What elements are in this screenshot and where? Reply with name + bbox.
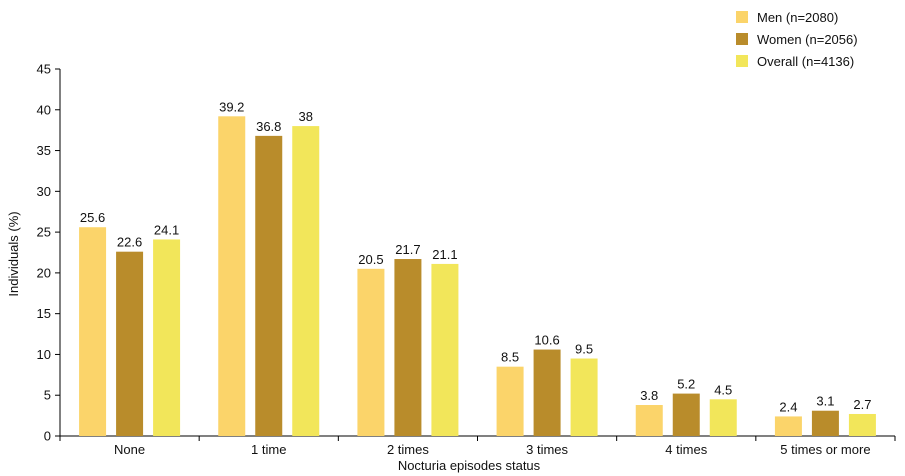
- bar: [496, 366, 524, 436]
- data-label: 3.1: [816, 394, 834, 409]
- y-tick-label: 40: [37, 102, 51, 117]
- data-label: 20.5: [358, 252, 383, 267]
- legend-label: Men (n=2080): [757, 10, 838, 25]
- bar: [218, 116, 246, 437]
- legend-swatch: [736, 33, 748, 45]
- bar: [357, 268, 385, 436]
- x-axis-title: Nocturia episodes status: [398, 458, 541, 473]
- legend-swatch: [736, 11, 748, 23]
- data-label: 38: [299, 109, 313, 124]
- legend-label: Overall (n=4136): [757, 54, 854, 69]
- y-tick-label: 35: [37, 143, 51, 158]
- bar: [848, 413, 876, 436]
- y-tick-label: 25: [37, 225, 51, 240]
- data-label: 22.6: [117, 235, 142, 250]
- legend-swatch: [736, 55, 748, 67]
- data-label: 21.1: [432, 247, 457, 262]
- x-tick-label: None: [114, 442, 145, 457]
- legend: Men (n=2080) Women (n=2056) Overall (n=413…: [736, 10, 858, 69]
- data-label: 24.1: [154, 222, 179, 237]
- data-label: 36.8: [256, 119, 281, 134]
- data-label: 10.6: [534, 333, 559, 348]
- y-tick-label: 20: [37, 265, 51, 280]
- data-label: 8.5: [501, 350, 519, 365]
- y-axis-title: Individuals (%): [6, 211, 21, 296]
- data-label: 3.8: [640, 388, 658, 403]
- y-tick-label: 15: [37, 306, 51, 321]
- x-tick-label: 4 times: [665, 442, 707, 457]
- x-axis: None 1 time 2 times 3 times 4 times 5 times o…: [59, 435, 896, 457]
- y-tick-label: 0: [44, 429, 51, 444]
- data-label: 25.6: [80, 210, 105, 225]
- bar: [255, 135, 283, 436]
- y-tick-label: 10: [37, 347, 51, 362]
- bar: [153, 239, 181, 436]
- data-label: 21.7: [395, 242, 420, 257]
- y-tick-label: 30: [37, 184, 51, 199]
- bars-group: [79, 116, 876, 437]
- y-tick-label: 45: [37, 62, 51, 77]
- data-label: 5.2: [677, 377, 695, 392]
- data-label: 39.2: [219, 99, 244, 114]
- data-label: 9.5: [575, 342, 593, 357]
- bar: [709, 399, 737, 436]
- bar: [292, 126, 320, 436]
- y-axis: 0 5 10 15 20 25 30 35 40 45: [37, 62, 61, 444]
- bar: [533, 349, 561, 436]
- x-tick-label: 1 time: [251, 442, 286, 457]
- data-label: 4.5: [714, 382, 732, 397]
- x-tick-label: 3 times: [526, 442, 568, 457]
- bar: [635, 405, 663, 436]
- x-tick-label: 2 times: [387, 442, 429, 457]
- bar: [672, 393, 700, 436]
- bar: [431, 263, 459, 436]
- bar: [79, 227, 107, 436]
- legend-label: Women (n=2056): [757, 32, 858, 47]
- y-tick-label: 5: [44, 388, 51, 403]
- bar: [774, 416, 802, 436]
- bar: [570, 358, 598, 436]
- bar: [394, 259, 422, 436]
- data-label: 2.4: [779, 399, 797, 414]
- bar: [811, 410, 839, 436]
- data-label: 2.7: [853, 397, 871, 412]
- x-tick-label: 5 times or more: [780, 442, 870, 457]
- data-labels-group: 25.6 22.6 24.1 39.2 36.8 38 20.5 21.7 21.1 8.5 10.…: [80, 99, 872, 414]
- bar: [116, 251, 144, 436]
